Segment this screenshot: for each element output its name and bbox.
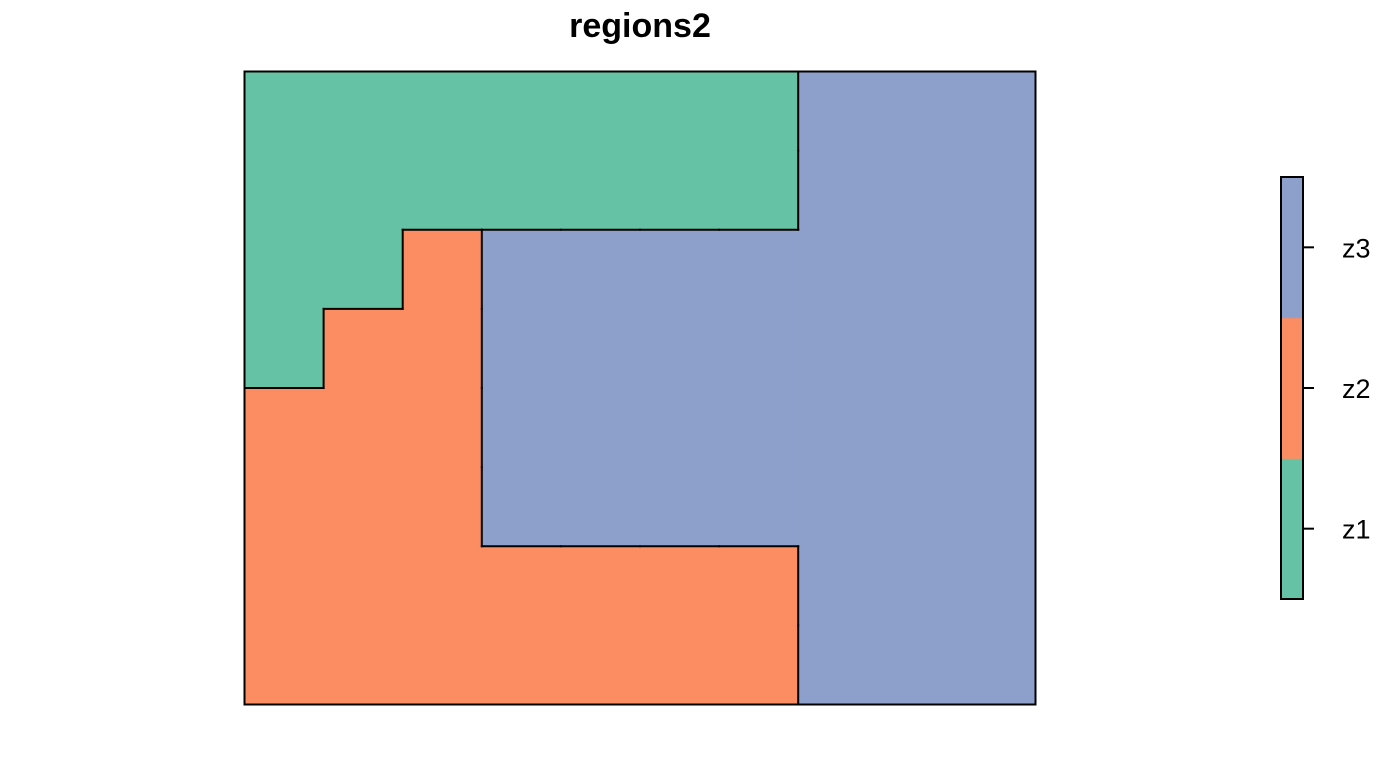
cell-z2 bbox=[323, 467, 404, 547]
cell-z2 bbox=[560, 546, 641, 626]
legend-swatch-z2 bbox=[1281, 317, 1303, 459]
cell-z1 bbox=[560, 150, 641, 231]
legend-label-z3: z3 bbox=[1342, 233, 1371, 263]
cell-z3 bbox=[798, 546, 878, 626]
cell-z3 bbox=[481, 229, 562, 310]
cell-z1 bbox=[640, 150, 720, 231]
cell-z2 bbox=[323, 388, 404, 468]
cell-z3 bbox=[640, 467, 720, 547]
legend-swatch-z3 bbox=[1281, 177, 1303, 319]
map-frame bbox=[243, 70, 1037, 706]
cell-z1 bbox=[323, 229, 404, 310]
cell-z2 bbox=[323, 308, 404, 389]
cell-z3 bbox=[956, 546, 1037, 626]
cell-z1 bbox=[244, 308, 325, 389]
legend-swatch-z1 bbox=[1281, 458, 1303, 600]
cell-z3 bbox=[719, 229, 799, 310]
cell-z3 bbox=[798, 71, 878, 152]
legend-frame bbox=[1280, 176, 1304, 600]
cell-z2 bbox=[244, 467, 325, 547]
cell-z2 bbox=[402, 388, 483, 468]
cell-z2 bbox=[719, 625, 799, 706]
cell-z1 bbox=[244, 71, 325, 152]
cell-z3 bbox=[877, 71, 957, 152]
region-borders bbox=[243, 70, 800, 706]
cell-z2 bbox=[244, 546, 325, 626]
cell-z3 bbox=[640, 388, 720, 468]
chart-title: regions2 bbox=[569, 7, 711, 45]
cell-z3 bbox=[719, 308, 799, 389]
cell-z3 bbox=[798, 388, 878, 468]
cell-z3 bbox=[560, 229, 641, 310]
cell-z2 bbox=[323, 625, 404, 706]
cell-z3 bbox=[877, 467, 957, 547]
cell-z3 bbox=[956, 150, 1037, 231]
cell-z2 bbox=[719, 546, 799, 626]
cell-z2 bbox=[244, 625, 325, 706]
cell-z1 bbox=[640, 71, 720, 152]
cell-z3 bbox=[956, 467, 1037, 547]
cell-z3 bbox=[640, 229, 720, 310]
cell-z2 bbox=[402, 229, 483, 310]
legend-label-z2: z2 bbox=[1342, 374, 1371, 404]
cell-z2 bbox=[402, 546, 483, 626]
cell-z1 bbox=[402, 71, 483, 152]
cell-z3 bbox=[956, 71, 1037, 152]
cell-z3 bbox=[877, 229, 957, 310]
cell-z2 bbox=[323, 546, 404, 626]
cell-z3 bbox=[481, 308, 562, 389]
cell-z1 bbox=[402, 150, 483, 231]
cell-z2 bbox=[560, 625, 641, 706]
cell-z1 bbox=[481, 150, 562, 231]
cells-layer bbox=[244, 71, 1037, 706]
cell-z3 bbox=[877, 308, 957, 389]
cell-z3 bbox=[956, 388, 1037, 468]
cell-z1 bbox=[481, 71, 562, 152]
cell-z2 bbox=[402, 467, 483, 547]
cell-z2 bbox=[244, 388, 325, 468]
cell-z3 bbox=[877, 150, 957, 231]
cell-z2 bbox=[481, 625, 562, 706]
cell-z1 bbox=[560, 71, 641, 152]
cell-z2 bbox=[640, 625, 720, 706]
cell-z3 bbox=[877, 546, 957, 626]
cell-z3 bbox=[719, 388, 799, 468]
cell-z1 bbox=[323, 71, 404, 152]
cell-z3 bbox=[877, 388, 957, 468]
cell-z1 bbox=[719, 71, 799, 152]
cell-z3 bbox=[560, 388, 641, 468]
cell-z3 bbox=[798, 150, 878, 231]
cell-z1 bbox=[323, 150, 404, 231]
cell-z3 bbox=[560, 308, 641, 389]
cell-z3 bbox=[719, 467, 799, 547]
cell-z3 bbox=[481, 467, 562, 547]
cell-z3 bbox=[798, 467, 878, 547]
cell-z3 bbox=[481, 388, 562, 468]
cell-z1 bbox=[244, 229, 325, 310]
cell-z3 bbox=[560, 467, 641, 547]
legend-label-z1: z1 bbox=[1342, 515, 1371, 545]
cell-z3 bbox=[798, 308, 878, 389]
cell-z1 bbox=[244, 150, 325, 231]
cell-z2 bbox=[481, 546, 562, 626]
cell-z2 bbox=[640, 546, 720, 626]
cell-z2 bbox=[402, 308, 483, 389]
cell-z3 bbox=[798, 229, 878, 310]
cell-z2 bbox=[402, 625, 483, 706]
cell-z3 bbox=[956, 625, 1037, 706]
legend: z1 z2 z3 bbox=[1280, 176, 1371, 600]
cell-z1 bbox=[719, 150, 799, 231]
cell-z3 bbox=[640, 308, 720, 389]
cell-z3 bbox=[956, 308, 1037, 389]
cell-z3 bbox=[877, 625, 957, 706]
cell-z3 bbox=[798, 625, 878, 706]
cell-z3 bbox=[956, 229, 1037, 310]
